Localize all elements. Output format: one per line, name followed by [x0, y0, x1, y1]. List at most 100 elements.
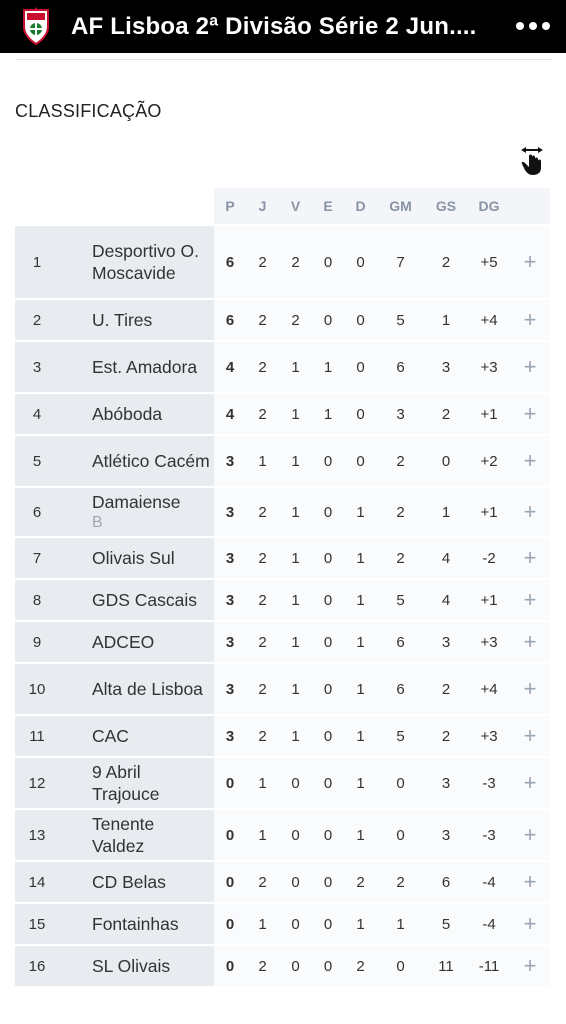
- cell-goals-for: 5: [396, 591, 405, 609]
- table-row[interactable]: 14 CD Belas 0 2 0 0 2 2 6 -4 +: [15, 860, 550, 902]
- cell-wins: 1: [291, 405, 300, 423]
- position-number: 4: [32, 405, 42, 423]
- team-name[interactable]: ADCEO: [92, 622, 210, 662]
- expand-plus-icon[interactable]: +: [523, 499, 537, 524]
- table-row[interactable]: 16 SL Olivais 0 2 0 0 2 0 11 -11 +: [15, 944, 550, 986]
- cell-points: 0: [225, 873, 235, 891]
- cell-wins: 1: [291, 633, 300, 651]
- team-name[interactable]: Alta de Lisboa: [92, 664, 210, 714]
- more-options-icon[interactable]: [512, 10, 554, 42]
- expand-plus-icon[interactable]: +: [523, 822, 537, 847]
- cell-goal-difference: +4: [480, 311, 498, 329]
- expand-plus-icon[interactable]: +: [523, 587, 537, 612]
- cell-goals-for: 1: [396, 915, 405, 933]
- expand-plus-icon[interactable]: +: [523, 723, 537, 748]
- position-number: 12: [28, 774, 46, 792]
- table-row[interactable]: 3 Est. Amadora 4 2 1 1 0 6 3 +3 +: [15, 340, 550, 392]
- cell-goals-against: 4: [441, 549, 451, 567]
- table-row[interactable]: 12 9 Abril Trajouce 0 1 0 0 1 0 3 -3 +: [15, 756, 550, 808]
- table-row[interactable]: 8 GDS Cascais 3 2 1 0 1 5 4 +1 +: [15, 578, 550, 620]
- cell-draws: 0: [323, 727, 333, 745]
- team-name[interactable]: CD Belas: [92, 862, 210, 902]
- cell-losses: 0: [356, 452, 365, 470]
- expand-plus-icon[interactable]: +: [523, 354, 537, 379]
- table-row[interactable]: 11 CAC 3 2 1 0 1 5 2 +3 +: [15, 714, 550, 756]
- team-name[interactable]: Desportivo O. Moscavide: [92, 226, 210, 298]
- team-name-text: GDS Cascais: [92, 590, 198, 610]
- cell-played: 2: [258, 957, 267, 975]
- cell-goals-for: 2: [396, 503, 405, 521]
- expand-plus-icon[interactable]: +: [523, 307, 537, 332]
- team-name-text: 9 Abril Trajouce: [92, 762, 160, 804]
- cell-played: 2: [258, 358, 267, 376]
- team-name[interactable]: Est. Amadora: [92, 342, 210, 392]
- team-name[interactable]: SL Olivais: [92, 946, 210, 986]
- cell-played: 1: [258, 826, 267, 844]
- cell-losses: 1: [356, 915, 365, 933]
- cell-losses: 1: [356, 591, 365, 609]
- expand-plus-icon[interactable]: +: [523, 869, 537, 894]
- expand-plus-icon[interactable]: +: [523, 676, 537, 701]
- team-name[interactable]: Damaiense B: [92, 488, 210, 536]
- cell-losses: 0: [356, 253, 365, 271]
- team-name[interactable]: GDS Cascais: [92, 580, 210, 620]
- expand-plus-icon[interactable]: +: [523, 629, 537, 654]
- position-number: 1: [32, 253, 42, 271]
- expand-plus-icon[interactable]: +: [523, 545, 537, 570]
- table-row[interactable]: 1 Desportivo O. Moscavide 6 2 2 0 0 7 2 +5 +: [15, 224, 550, 298]
- cell-losses: 1: [356, 826, 365, 844]
- team-name-text: Olivais Sul: [92, 548, 175, 568]
- team-name[interactable]: Atlético Cacém: [92, 436, 210, 486]
- table-row[interactable]: 5 Atlético Cacém 3 1 1 0 0 2 0 +2 +: [15, 434, 550, 486]
- team-name-text: Damaiense: [92, 492, 181, 512]
- cell-losses: 1: [356, 680, 365, 698]
- cell-played: 2: [258, 591, 267, 609]
- expand-plus-icon[interactable]: +: [523, 249, 537, 274]
- cell-points: 3: [225, 727, 235, 745]
- cell-losses: 1: [356, 549, 365, 567]
- cell-goals-against: 1: [441, 503, 451, 521]
- expand-plus-icon[interactable]: +: [523, 448, 537, 473]
- cell-wins: 2: [291, 311, 300, 329]
- cell-draws: 0: [323, 633, 333, 651]
- cell-played: 2: [258, 405, 267, 423]
- table-row[interactable]: 2 U. Tires 6 2 2 0 0 5 1 +4 +: [15, 298, 550, 340]
- position-number: 2: [32, 311, 42, 329]
- cell-goal-difference: +2: [480, 452, 498, 470]
- cell-wins: 1: [291, 358, 300, 376]
- cell-points: 3: [225, 452, 235, 470]
- table-row[interactable]: 10 Alta de Lisboa 3 2 1 0 1 6 2 +4 +: [15, 662, 550, 714]
- cell-points: 3: [225, 680, 235, 698]
- team-name[interactable]: 9 Abril Trajouce: [92, 758, 210, 808]
- cell-draws: 0: [323, 503, 333, 521]
- table-row[interactable]: 4 Abóboda 4 2 1 1 0 3 2 +1 +: [15, 392, 550, 434]
- cell-goals-for: 3: [396, 405, 405, 423]
- cell-goals-against: 11: [438, 957, 454, 975]
- expand-plus-icon[interactable]: +: [523, 953, 537, 978]
- table-row[interactable]: 6 Damaiense B 3 2 1 0 1 2 1 +1 +: [15, 486, 550, 536]
- cell-goals-against: 4: [441, 591, 451, 609]
- team-name[interactable]: CAC: [92, 716, 210, 756]
- team-name[interactable]: U. Tires: [92, 300, 210, 340]
- cell-goals-against: 0: [441, 452, 451, 470]
- table-row[interactable]: 13 Tenente Valdez 0 1 0 0 1 0 3 -3 +: [15, 808, 550, 860]
- standings-table: P J V E D GM GS DG 1 Desportivo O. Moscav…: [15, 188, 550, 986]
- table-row[interactable]: 15 Fontainhas 0 1 0 0 1 1 5 -4 +: [15, 902, 550, 944]
- team-name[interactable]: Tenente Valdez: [92, 810, 210, 860]
- team-name-text: Est. Amadora: [92, 357, 198, 377]
- cell-losses: 0: [356, 358, 365, 376]
- cell-draws: 0: [323, 957, 333, 975]
- team-name[interactable]: Abóboda: [92, 394, 210, 434]
- table-row[interactable]: 9 ADCEO 3 2 1 0 1 6 3 +3 +: [15, 620, 550, 662]
- cell-goals-against: 2: [441, 405, 451, 423]
- team-name[interactable]: Olivais Sul: [92, 538, 210, 578]
- expand-plus-icon[interactable]: +: [523, 911, 537, 936]
- expand-plus-icon[interactable]: +: [523, 401, 537, 426]
- expand-plus-icon[interactable]: +: [523, 770, 537, 795]
- cell-goals-for: 2: [396, 549, 405, 567]
- cell-played: 2: [258, 873, 267, 891]
- cell-played: 1: [258, 452, 267, 470]
- cell-goals-for: 5: [396, 311, 405, 329]
- table-row[interactable]: 7 Olivais Sul 3 2 1 0 1 2 4 -2 +: [15, 536, 550, 578]
- team-name[interactable]: Fontainhas: [92, 904, 210, 944]
